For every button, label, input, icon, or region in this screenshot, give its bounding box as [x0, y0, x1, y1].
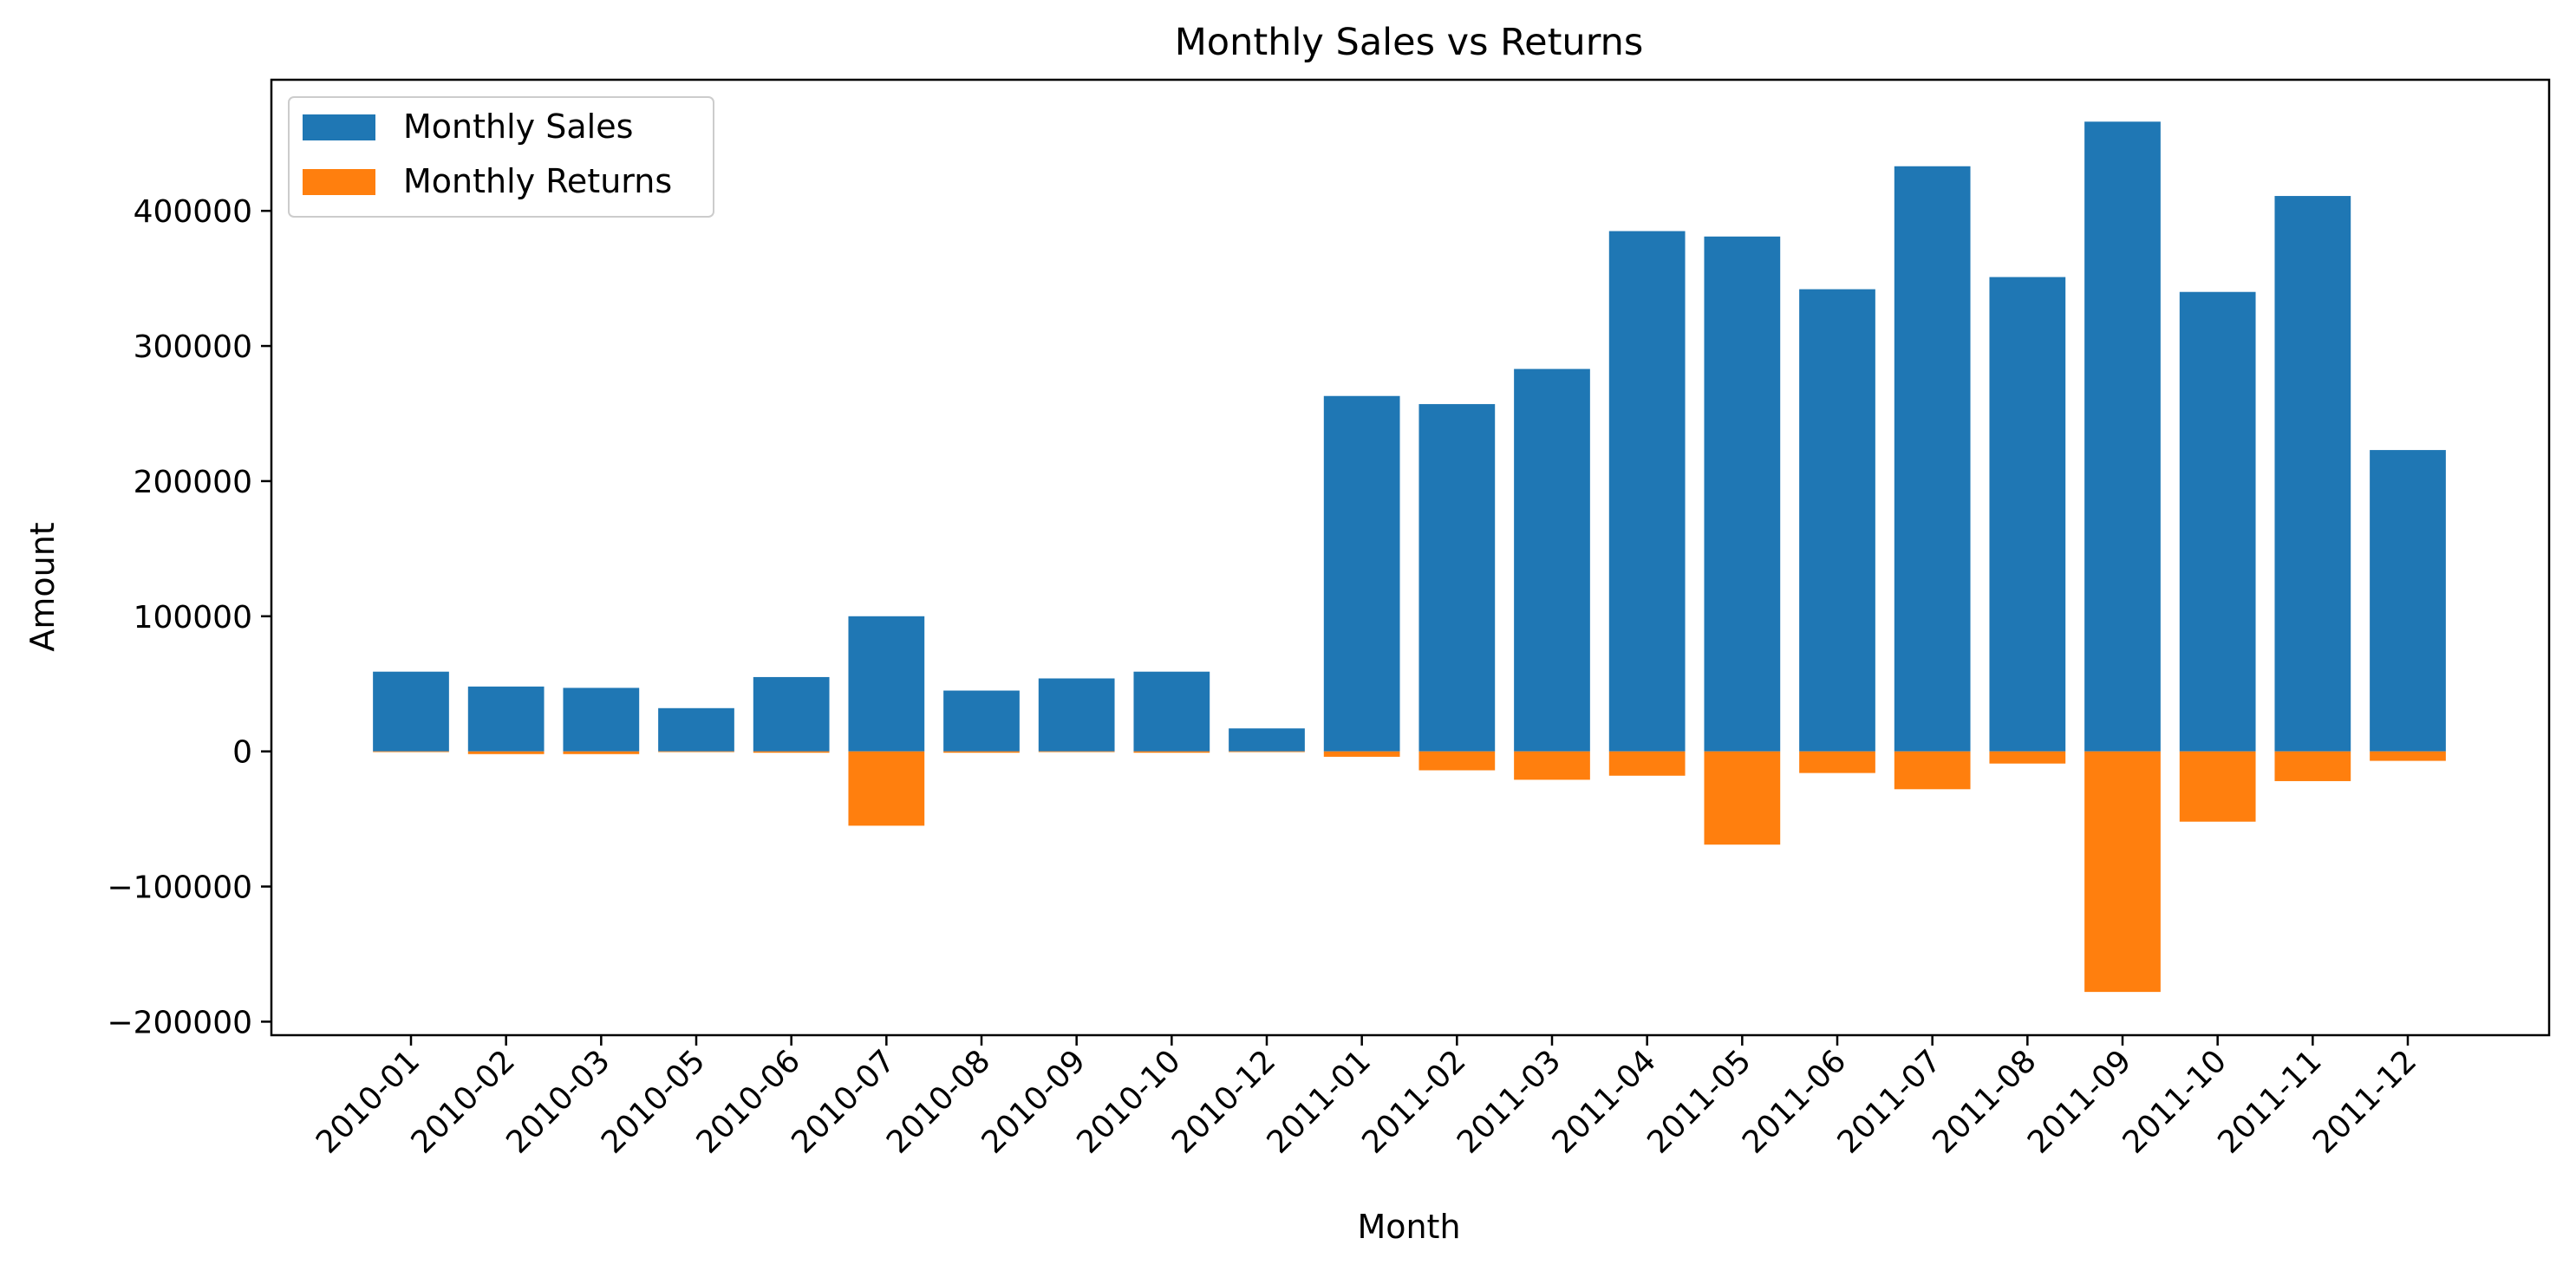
series-monthly-sales [373, 121, 2446, 752]
sales-bar-2011-12 [2370, 450, 2446, 752]
y-tick-label: −200000 [107, 1005, 252, 1040]
sales-bar-2011-11 [2274, 196, 2351, 752]
sales-bar-2011-07 [1894, 166, 1971, 752]
returns-bar-2010-06 [753, 751, 830, 753]
plot-area: −200000 −100000 0 100000 200000 300000 400000 2… [107, 78, 2551, 1161]
returns-bar-2011-09 [2084, 751, 2161, 993]
returns-bar-2010-02 [467, 751, 545, 754]
returns-bar-2011-11 [2274, 751, 2351, 781]
returns-bar-2010-01 [373, 751, 449, 753]
sales-bar-2010-07 [848, 616, 925, 752]
legend-swatch [303, 169, 375, 195]
x-tick-label: 2011-11 [2211, 1043, 2328, 1160]
x-tick-label: 2011-12 [2306, 1043, 2423, 1160]
x-tick-label: 2010-03 [499, 1043, 616, 1160]
y-tick-label: 200000 [134, 465, 252, 500]
sales-bar-2011-04 [1608, 231, 1686, 752]
legend-label: Monthly Sales [403, 108, 633, 146]
returns-bar-2011-02 [1418, 751, 1496, 771]
sales-bar-2010-10 [1133, 671, 1210, 752]
y-tick-label: 400000 [134, 194, 252, 230]
returns-bar-2010-08 [943, 751, 1020, 753]
returns-bar-2011-06 [1799, 751, 1875, 773]
sales-bar-2011-09 [2084, 121, 2161, 752]
sales-bar-2011-05 [1704, 236, 1781, 752]
sales-bar-2011-02 [1418, 404, 1496, 752]
x-tick-label: 2011-04 [1546, 1043, 1663, 1160]
x-tick-label: 2011-08 [1926, 1043, 2043, 1160]
sales-bar-2010-03 [563, 688, 640, 752]
sales-bar-2010-05 [658, 707, 734, 752]
sales-bar-2010-09 [1038, 678, 1115, 752]
sales-bar-2011-01 [1323, 395, 1400, 752]
x-tick-label: 2010-06 [690, 1043, 807, 1160]
x-tick-label: 2010-12 [1165, 1043, 1282, 1160]
plot-frame [270, 78, 2551, 1037]
sales-bar-2010-08 [943, 690, 1020, 752]
sales-bar-2011-10 [2179, 291, 2256, 752]
x-tick-label: 2010-02 [405, 1043, 522, 1160]
y-axis-label: Amount [23, 522, 62, 651]
y-tick-label: 300000 [134, 329, 252, 365]
returns-bar-2011-04 [1608, 751, 1686, 776]
series-monthly-returns [373, 751, 2446, 993]
sales-bar-2010-06 [753, 676, 830, 752]
x-tick-label: 2011-06 [1736, 1043, 1853, 1160]
x-tick-label: 2011-05 [1640, 1043, 1758, 1160]
x-tick-label: 2010-09 [975, 1043, 1092, 1160]
x-tick-label: 2011-02 [1355, 1043, 1472, 1160]
sales-bar-2011-08 [1989, 277, 2066, 752]
x-tick-label: 2011-09 [2021, 1043, 2138, 1160]
x-tick-label: 2010-08 [880, 1043, 997, 1160]
x-tick-label: 2010-07 [785, 1043, 902, 1160]
returns-bar-2011-01 [1323, 751, 1400, 757]
sales-bar-2010-02 [467, 686, 545, 752]
chart-title: Monthly Sales vs Returns [1175, 21, 1644, 64]
legend-box [288, 96, 714, 218]
y-axis-ticks: −200000 −100000 0 100000 200000 300000 400000 [107, 194, 271, 1040]
y-tick-label: 0 [232, 735, 252, 771]
returns-bar-2011-07 [1894, 751, 1971, 790]
x-tick-label: 2010-10 [1070, 1043, 1187, 1160]
returns-bar-2010-10 [1133, 751, 1210, 753]
returns-bar-2010-07 [848, 751, 925, 826]
x-tick-label: 2010-01 [310, 1043, 427, 1160]
y-tick-label: −100000 [107, 870, 252, 906]
x-tick-label: 2011-03 [1451, 1043, 1568, 1160]
sales-bar-2011-06 [1799, 289, 1875, 752]
x-tick-label: 2011-01 [1261, 1043, 1378, 1160]
returns-bar-2011-08 [1989, 751, 2066, 764]
returns-bar-2011-03 [1514, 751, 1590, 780]
returns-bar-2010-09 [1038, 751, 1115, 753]
sales-bar-2010-01 [373, 671, 449, 752]
sales-bar-2011-03 [1514, 368, 1590, 752]
legend-swatch [303, 114, 375, 140]
returns-bar-2010-12 [1229, 751, 1305, 753]
returns-bar-2010-03 [563, 751, 640, 754]
x-axis-ticks: 2010-012010-022010-032010-052010-062010-… [310, 1035, 2423, 1161]
x-axis-label: Month [1357, 1208, 1460, 1246]
x-tick-label: 2011-10 [2116, 1043, 2234, 1160]
returns-bar-2010-05 [658, 751, 734, 753]
x-tick-label: 2010-05 [595, 1043, 712, 1160]
legend: Monthly Sales Monthly Returns [288, 96, 714, 218]
sales-bar-2010-12 [1229, 728, 1305, 752]
returns-bar-2011-12 [2370, 751, 2446, 761]
returns-bar-2011-05 [1704, 751, 1781, 845]
legend-label: Monthly Returns [403, 162, 672, 200]
returns-bar-2011-10 [2179, 751, 2256, 822]
x-tick-label: 2011-07 [1831, 1043, 1948, 1160]
y-tick-label: 100000 [134, 600, 252, 636]
